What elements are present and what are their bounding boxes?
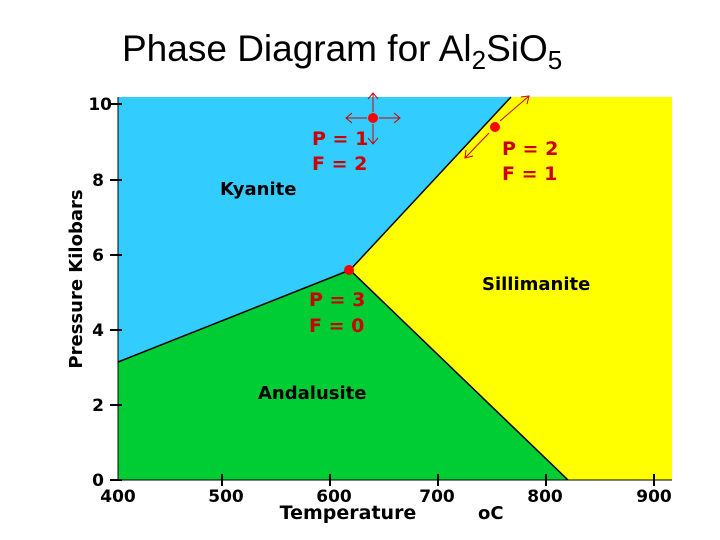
kyanite-region	[118, 97, 511, 362]
boundary-arrow-icon	[464, 95, 530, 159]
triple-point	[344, 265, 354, 275]
page-title: Phase Diagram for Al2SiO5	[122, 28, 563, 75]
f3-label: F = 0	[309, 315, 364, 337]
x-tick-label-800: 800	[527, 487, 563, 507]
f1-label: F = 2	[312, 153, 367, 175]
kyanite-label: Kyanite	[220, 179, 296, 200]
x-tick-label-400: 400	[100, 487, 136, 507]
andalusite-sillimanite-boundary	[349, 269, 569, 481]
kyanite-andalusite-boundary	[117, 269, 351, 363]
x-axis-unit: oC	[478, 503, 504, 524]
p1-label: P = 1	[312, 128, 368, 150]
sillimanite-label: Sillimanite	[482, 274, 590, 295]
y-tick-label-0: 0	[92, 471, 104, 491]
two-phase-point	[490, 122, 500, 132]
x-tick-label-500: 500	[208, 487, 244, 507]
x-ticks	[221, 474, 655, 486]
y-tick-label-4: 4	[92, 321, 104, 341]
x-axis-label: Temperature	[280, 502, 417, 524]
y-tick-label-6: 6	[92, 246, 104, 266]
x-tick-label-600: 600	[316, 487, 352, 507]
andalusite-label: Andalusite	[258, 383, 366, 404]
y-tick-label-10: 10	[88, 95, 112, 115]
y-tick-label-8: 8	[92, 171, 104, 191]
andalusite-region	[118, 270, 568, 480]
x-tick-label-900: 900	[636, 487, 672, 507]
y-axis-label: Pressure Kilobars	[66, 189, 87, 368]
p2-label: P = 2	[502, 138, 558, 160]
p3-label: P = 3	[309, 289, 365, 311]
x-tick-label-700: 700	[419, 487, 455, 507]
four-way-arrow-icon	[345, 92, 401, 145]
f2-label: F = 1	[502, 163, 557, 185]
y-tick-label-2: 2	[92, 396, 104, 416]
kyanite-sillimanite-boundary	[349, 96, 512, 271]
y-ticks	[110, 103, 122, 481]
single-phase-point	[368, 113, 378, 123]
sillimanite-region	[350, 97, 672, 480]
